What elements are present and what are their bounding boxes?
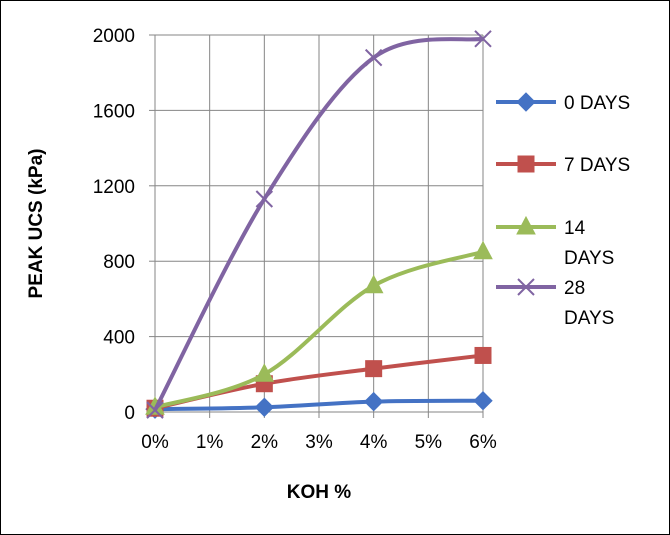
y-tick-label: 1200 [93,177,135,198]
data-point-marker [254,397,275,417]
gridlines [155,34,484,412]
data-point-marker [474,346,492,364]
data-point-marker [365,360,383,378]
legend-swatch-marker [516,215,536,235]
legend: 0 DAYS 7 DAYS 14 DAYS 28 DAYS [496,92,630,329]
x-tick-label: 2% [251,432,279,453]
series-28-days [146,30,492,419]
x-tick-label: 6% [469,432,497,453]
data-point-marker [364,48,383,67]
legend-entry: 14 DAYS [496,215,614,269]
legend-entry: 0 DAYS [496,92,630,114]
x-tick-label: 1% [196,432,224,453]
x-tick-label: 5% [415,432,443,453]
data-point-marker [363,274,384,294]
legend-entry: 28 DAYS [496,278,614,329]
x-tick-label: 4% [360,432,388,453]
legend-label: 7 DAYS [564,155,630,176]
series-line [154,249,484,410]
legend-swatch-marker [516,92,536,112]
data-point-marker [254,363,275,382]
data-point-marker [473,240,493,260]
y-tick-label: 1600 [93,101,135,122]
x-tick-labels: 0% 1% 2% 3% 4% 5% 6% [141,432,497,453]
legend-swatch-marker [517,278,535,296]
legend-entry: 7 DAYS [496,155,630,176]
series-14-days [145,240,493,415]
y-tick-labels: 0 400 800 1200 1600 2000 [93,26,135,424]
x-tick-label: 3% [305,432,333,453]
y-axis-title: PEAK UCS (kPa) [26,149,47,299]
data-point-marker [473,390,493,411]
legend-swatch-marker [517,155,535,173]
x-tick-label: 0% [141,432,169,453]
data-point-marker [146,401,164,419]
series-lines [145,30,493,419]
data-point-marker [474,30,492,48]
data-point-marker [363,391,384,412]
legend-label: 14 DAYS [564,218,614,269]
x-axis-title: KOH % [287,482,352,503]
legend-label: 28 DAYS [564,278,614,329]
series-line [153,36,484,412]
y-tick-label: 2000 [93,26,135,47]
data-point-marker [255,190,274,208]
y-tick-label: 400 [103,328,135,349]
y-tick-label: 800 [103,252,135,273]
series-line [154,398,484,412]
y-tick-label: 0 [124,403,135,424]
legend-label: 0 DAYS [564,93,630,114]
